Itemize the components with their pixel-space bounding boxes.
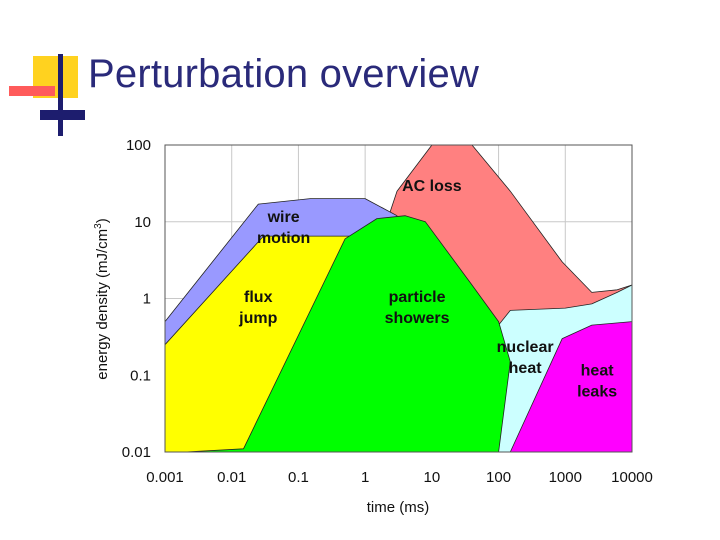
region-label-line: nuclear [497,339,554,356]
x-tick-label: 0.01 [217,469,246,486]
plot-frame [164,144,633,453]
logo-red-bar [9,86,55,96]
region-label-nuclear-heat: nuclear heat [497,339,554,377]
region-label-ac-loss: AC loss [402,178,462,195]
y-tick-label: 100 [126,137,151,154]
x-tick-label: 100 [486,469,511,486]
region-label-line: wire [267,209,300,226]
region-particle-showers [184,215,511,453]
region-label-heat-leaks: heat leaks [577,362,617,400]
region-label-line: heat [581,362,615,379]
y-axis-label-superscript: 3 [93,223,104,229]
region-label-wire-motion: wire motion [257,209,310,247]
x-tick-label: 1 [361,469,369,486]
y-axis-label: energy density (mJ/cm3) [93,218,111,379]
region-label-flux-jump: flux jump [238,289,277,327]
region-label-line: flux [244,289,273,306]
region-label-line: heat [509,360,543,377]
y-tick-label: 0.1 [130,367,151,384]
region-label-particle-showers: particle showers [385,289,450,327]
x-tick-labels: 0.001 0.01 0.1 1 10 100 1000 10000 [146,469,653,486]
region-label-line: showers [385,310,450,327]
x-tick-label: 0.1 [288,469,309,486]
region-labels: AC loss nuclear heat wire motion flux jump part… [238,178,617,400]
x-tick-label: 0.001 [146,469,184,486]
y-tick-labels: 0.01 0.1 1 10 100 [122,137,151,461]
logo-vertical-rule [58,54,63,136]
y-tick-label: 10 [134,214,151,231]
y-axis-label-close: ) [94,218,111,223]
y-axis-label-main: energy density (mJ/cm [94,229,111,380]
region-label-line: particle [389,289,446,306]
x-tick-label: 10000 [611,469,653,486]
region-label-line: jump [238,310,277,327]
region-label-line: AC loss [402,178,462,195]
regions [164,144,633,453]
slide-title: Perturbation overview [88,52,480,96]
x-axis-label: time (ms) [367,499,430,516]
x-tick-label: 10 [424,469,441,486]
y-tick-label: 1 [143,291,151,308]
region-label-line: motion [257,230,310,247]
corner-logo [9,54,85,136]
x-tick-label: 1000 [549,469,582,486]
region-label-line: leaks [577,383,617,400]
y-tick-label: 0.01 [122,444,151,461]
